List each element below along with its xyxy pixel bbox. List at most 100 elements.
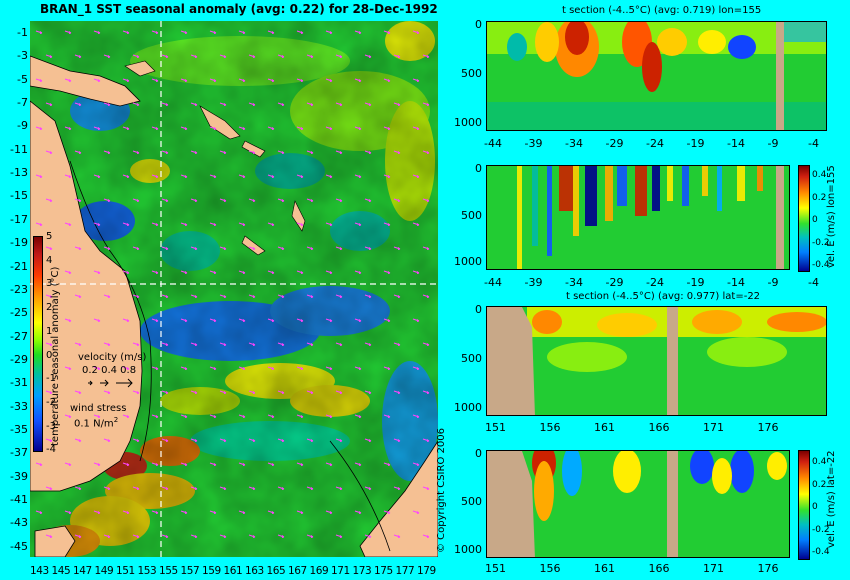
wind-stress-arrow	[267, 30, 275, 34]
latitude-tick-label: -23	[10, 282, 28, 296]
wind-stress-arrow	[393, 438, 401, 442]
wind-stress-arrow	[45, 198, 53, 202]
panel-x-tick: -19	[686, 276, 705, 289]
wind-stress-arrow	[209, 414, 217, 418]
wind-stress-arrow	[132, 246, 140, 250]
wind-stress-arrow	[412, 78, 420, 82]
wind-stress-arrow	[132, 342, 140, 346]
sst-colorbar-tick: 1	[46, 325, 53, 337]
latitude-tick-label: -35	[10, 422, 28, 436]
wind-stress-arrow	[190, 198, 198, 202]
wind-stress-arrow	[45, 390, 53, 394]
wind-stress-arrow	[393, 534, 401, 538]
velocity-colorbar-tick: -0.2	[812, 524, 830, 535]
panel-depth-tick: 0	[475, 162, 482, 175]
copyright-notice: © Copyright CSIRO 2006	[436, 428, 447, 553]
wind-stress-arrow	[209, 366, 217, 370]
wind-stress-arrow	[180, 30, 188, 34]
wind-stress-arrow	[335, 342, 343, 346]
velocity-section-lat-22-plot	[487, 451, 789, 557]
wind-stress-arrow	[219, 198, 227, 202]
wind-stress-arrow	[393, 342, 401, 346]
wind-stress-arrow	[306, 246, 314, 250]
temp-section-lon155-plot	[487, 22, 826, 130]
panel-x-tick: -39	[524, 137, 543, 150]
wind-stress-arrow	[64, 30, 72, 34]
wind-stress-arrow	[35, 174, 43, 178]
wind-stress-arrow	[335, 486, 343, 490]
wind-stress-arrow	[296, 78, 304, 82]
longitude-tick-label: 167	[288, 565, 307, 577]
wind-stress-arrow	[45, 102, 53, 106]
wind-stress-arrow	[412, 318, 420, 322]
velocity-colorbar-tick: 0.2	[812, 479, 827, 490]
wind-stress-arrow	[180, 270, 188, 274]
wind-stress-arrow	[296, 462, 304, 466]
sst-colorbar-tick: 5	[46, 231, 53, 242]
wind-stress-arrow	[364, 390, 372, 394]
panel-depth-tick: 500	[461, 67, 482, 80]
wind-stress-arrow	[335, 102, 343, 106]
wind-stress-arrow	[74, 54, 82, 58]
panel-x-tick: 151	[485, 421, 506, 434]
sst-map-canvas	[30, 21, 438, 557]
panel-x-tick: -39	[524, 276, 543, 289]
wind-stress-arrow	[335, 54, 343, 58]
panel-x-tick: 156	[539, 562, 561, 575]
wind-stress-arrow	[306, 486, 314, 490]
wind-stress-arrow	[64, 78, 72, 82]
wind-stress-arrow	[354, 366, 362, 370]
wind-stress-arrow	[64, 126, 72, 130]
wind-stress-arrow	[412, 366, 420, 370]
wind-stress-arrow	[306, 198, 314, 202]
wind-stress-arrow	[277, 534, 285, 538]
wind-stress-arrow	[422, 198, 430, 202]
velocity-legend-scale: 0.2 0.4 0.8	[82, 365, 137, 376]
panel-x-tick: 176	[757, 421, 779, 434]
wind-stress-arrow	[180, 126, 188, 130]
wind-stress-arrow	[422, 342, 430, 346]
wind-stress-arrow	[161, 486, 169, 490]
panel-x-tick: -19	[686, 137, 705, 150]
wind-stress-arrow	[103, 294, 111, 298]
wind-stress-arrow	[122, 30, 130, 34]
wind-stress-arrow	[219, 102, 227, 106]
wind-stress-arrow	[209, 318, 217, 322]
wind-stress-arrow	[422, 294, 430, 298]
latitude-tick-label: -45	[10, 539, 28, 553]
wind-stress-arrow	[422, 102, 430, 106]
longitude-tick-label: 149	[94, 565, 114, 577]
wind-stress-arrow	[277, 486, 285, 490]
panel-x-tick: 161	[594, 562, 615, 575]
wind-stress-arrow	[238, 366, 246, 370]
wind-stress-arrow	[238, 318, 246, 322]
panel-x-tick: 171	[703, 562, 724, 575]
wind-stress-arrow	[190, 486, 198, 490]
wind-stress-arrow	[93, 270, 101, 274]
wind-stress-arrow	[180, 222, 188, 226]
wind-stress-arrow	[248, 486, 256, 490]
wind-stress-arrow	[296, 414, 304, 418]
pacific-islands	[124, 60, 306, 256]
wind-stress-arrow	[161, 54, 169, 58]
wind-stress-arrow	[354, 222, 362, 226]
wind-stress-arrow	[151, 78, 159, 82]
panel-x-tick: -44	[484, 137, 502, 150]
wind-stress-arrow	[412, 270, 420, 274]
wind-stress-arrow	[267, 174, 275, 178]
panel-x-tick: 156	[539, 421, 561, 434]
wind-stress-arrow	[219, 438, 227, 442]
wind-stress-arrow	[132, 150, 140, 154]
wind-stress-arrow	[267, 78, 275, 82]
velocity-section-lat-22	[486, 450, 790, 558]
panel-x-tick: -9	[767, 137, 779, 150]
wind-stress-arrow	[190, 150, 198, 154]
panel-x-tick: -24	[646, 137, 664, 150]
wind-stress-arrow	[238, 270, 246, 274]
latitude-tick-label: -43	[10, 516, 28, 530]
panel-x-tick: 171	[703, 421, 724, 434]
wind-stress-arrow	[180, 318, 188, 322]
wind-stress-arrow	[335, 534, 343, 538]
wind-stress-arrow	[93, 462, 101, 466]
wind-stress-arrow	[335, 246, 343, 250]
